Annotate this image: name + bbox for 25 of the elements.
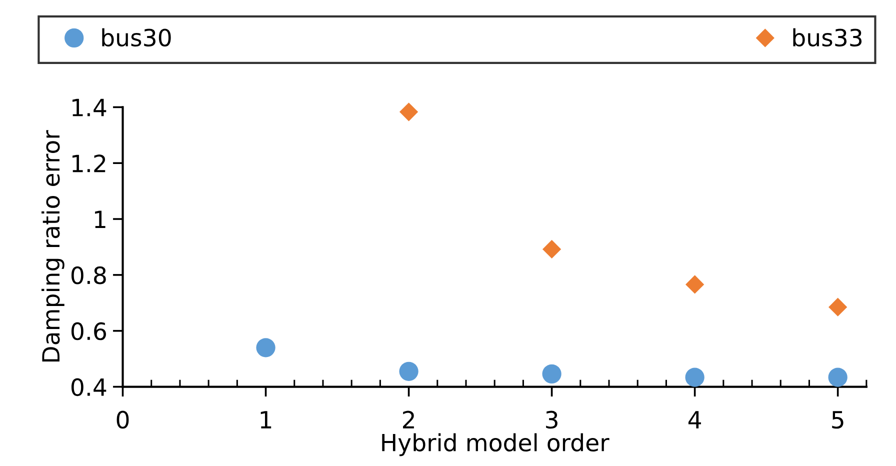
point bbox=[399, 102, 418, 122]
x-tick-label: 3 bbox=[546, 410, 558, 429]
x-tick-label: 1 bbox=[260, 411, 272, 428]
x-tick-label: 4 bbox=[688, 411, 701, 428]
point bbox=[685, 275, 704, 294]
x-axis-title: Hybrid model order bbox=[382, 433, 610, 456]
y-tick-label: 1.2 bbox=[72, 154, 106, 172]
x-tick-label: 2 bbox=[403, 410, 414, 428]
y-axis-title: Damping ratio error bbox=[42, 130, 64, 362]
y-tick-label: 1 bbox=[95, 210, 106, 228]
legend-label: bus33 bbox=[793, 28, 862, 47]
point bbox=[542, 364, 562, 384]
y-tick-label: 1.4 bbox=[72, 98, 106, 116]
y-tick-label: 0.6 bbox=[71, 322, 106, 340]
y-tick-label: 0.4 bbox=[71, 378, 106, 396]
point bbox=[685, 368, 704, 387]
y-tick-label: 0.8 bbox=[71, 266, 106, 284]
point bbox=[828, 298, 848, 316]
legend-label: bus30 bbox=[102, 28, 171, 47]
x-tick-label: 0 bbox=[116, 410, 129, 429]
point bbox=[828, 368, 848, 387]
x-tick-label: 5 bbox=[832, 411, 844, 429]
point bbox=[256, 338, 276, 358]
point bbox=[542, 240, 562, 259]
point bbox=[399, 362, 418, 381]
